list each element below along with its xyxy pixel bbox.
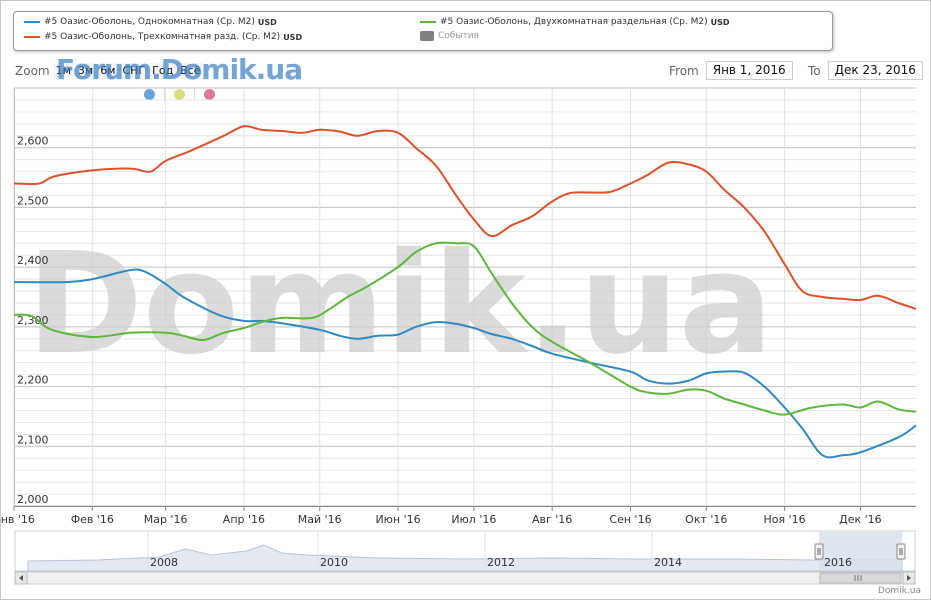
zoom-button-ytd[interactable]: СНГ (119, 63, 149, 79)
series-toggles (144, 88, 215, 101)
x-tick-label: Июл '16 (451, 513, 496, 526)
navigator-year-label: 2016 (824, 556, 852, 569)
zoom-button-all[interactable]: Всё (177, 63, 204, 79)
y-tick-label: 2,600 (17, 135, 49, 148)
to-date-input[interactable]: Дек 23, 2016 (827, 61, 923, 80)
zoom-label: Zoom (15, 64, 50, 78)
legend-item-three-room[interactable]: #5 Оазис-Оболонь, Трехкомнатная разд. (С… (24, 32, 302, 42)
x-tick-label: Фев '16 (71, 513, 114, 526)
from-label: From (669, 63, 699, 78)
legend-item-one-room[interactable]: #5 Оазис-Оболонь, Однокомнатная (Ср. М2)… (24, 17, 277, 27)
x-tick-label: Авг '16 (532, 513, 572, 526)
legend-label: События (438, 31, 479, 41)
legend-unit: USD (283, 32, 303, 42)
navigator-handle-right (896, 543, 906, 560)
x-tick-label: Сен '16 (609, 513, 651, 526)
y-tick-label: 2,000 (17, 493, 49, 506)
legend-swatch (24, 21, 40, 23)
navigator-year-label: 2010 (320, 556, 348, 569)
series-line-three-room (13, 125, 917, 310)
legend-swatch (420, 21, 436, 23)
toggle-separator (194, 88, 195, 101)
forum-watermark: Forum.Domik.ua (56, 53, 303, 86)
from-date-input[interactable]: Янв 1, 2016 (705, 61, 793, 80)
zoom-button-3m[interactable]: 3м (74, 63, 97, 79)
navigator-selection (819, 532, 902, 570)
navigator-year-label: 2012 (487, 556, 515, 569)
series-toggle-pink[interactable] (204, 89, 215, 100)
legend-unit: USD (710, 17, 730, 27)
range-to: To Дек 23, 2016 (808, 61, 923, 80)
legend: #5 Оазис-Оболонь, Однокомнатная (Ср. М2)… (13, 11, 833, 51)
series-lines (13, 125, 917, 459)
legend-swatch (24, 36, 40, 38)
to-label: To (808, 63, 821, 78)
x-tick-label: Окт '16 (685, 513, 727, 526)
navigator-handle-left (814, 543, 824, 560)
arrow-left-icon (19, 575, 23, 581)
x-tick-label: Мар '16 (144, 513, 188, 526)
navigator[interactable]: 2008 2010 2012 2014 2016 (14, 530, 916, 585)
zoom-button-6m[interactable]: 6м (97, 63, 119, 79)
legend-item-two-room[interactable]: #5 Оазис-Оболонь, Двухкомнатная раздельн… (420, 17, 730, 27)
arrow-right-icon (907, 575, 911, 581)
zoom-button-1m[interactable]: 1м (52, 63, 74, 79)
navigator-area (27, 544, 903, 572)
x-tick-label: Ноя '16 (764, 513, 806, 526)
legend-label: #5 Оазис-Оболонь, Двухкомнатная раздельн… (440, 17, 708, 27)
x-tick-label: Янв '16 (0, 513, 35, 526)
x-tick-label: Май '16 (298, 513, 342, 526)
x-axis: Янв '16 Фев '16 Мар '16 Апр '16 Май '16 Июн '… (0, 506, 916, 526)
series-line-one-room (13, 268, 917, 459)
navigator-year-label: 2008 (150, 556, 178, 569)
navigator-year-label: 2014 (654, 556, 682, 569)
x-tick-label: Июн '16 (375, 513, 420, 526)
legend-label: #5 Оазис-Оболонь, Однокомнатная (Ср. М2) (44, 17, 255, 27)
legend-item-events[interactable]: События (420, 31, 479, 41)
x-tick-label: Апр '16 (223, 513, 265, 526)
series-toggle-blue[interactable] (144, 89, 155, 100)
scrollbar-track (14, 571, 916, 585)
legend-label: #5 Оазис-Оболонь, Трехкомнатная разд. (С… (44, 32, 281, 42)
legend-unit: USD (257, 17, 277, 27)
y-tick-label: 2,100 (17, 433, 49, 446)
y-tick-label: 2,400 (17, 254, 49, 267)
zoom-bar: Zoom 1м 3м 6м СНГ Год Всё (15, 63, 205, 79)
series-toggle-yellow[interactable] (174, 89, 185, 100)
y-tick-label: 2,500 (17, 194, 49, 207)
toggle-separator (164, 88, 165, 101)
y-tick-label: 2,200 (17, 374, 49, 387)
domik-watermark: Domik.ua (27, 223, 774, 386)
series-line-two-room (13, 241, 917, 416)
range-from: From Янв 1, 2016 (669, 61, 793, 80)
x-tick-label: Дек '16 (839, 513, 882, 526)
credit-link[interactable]: Domik.ua (878, 586, 921, 596)
zoom-button-year[interactable]: Год (149, 63, 177, 79)
legend-swatch (420, 31, 434, 41)
